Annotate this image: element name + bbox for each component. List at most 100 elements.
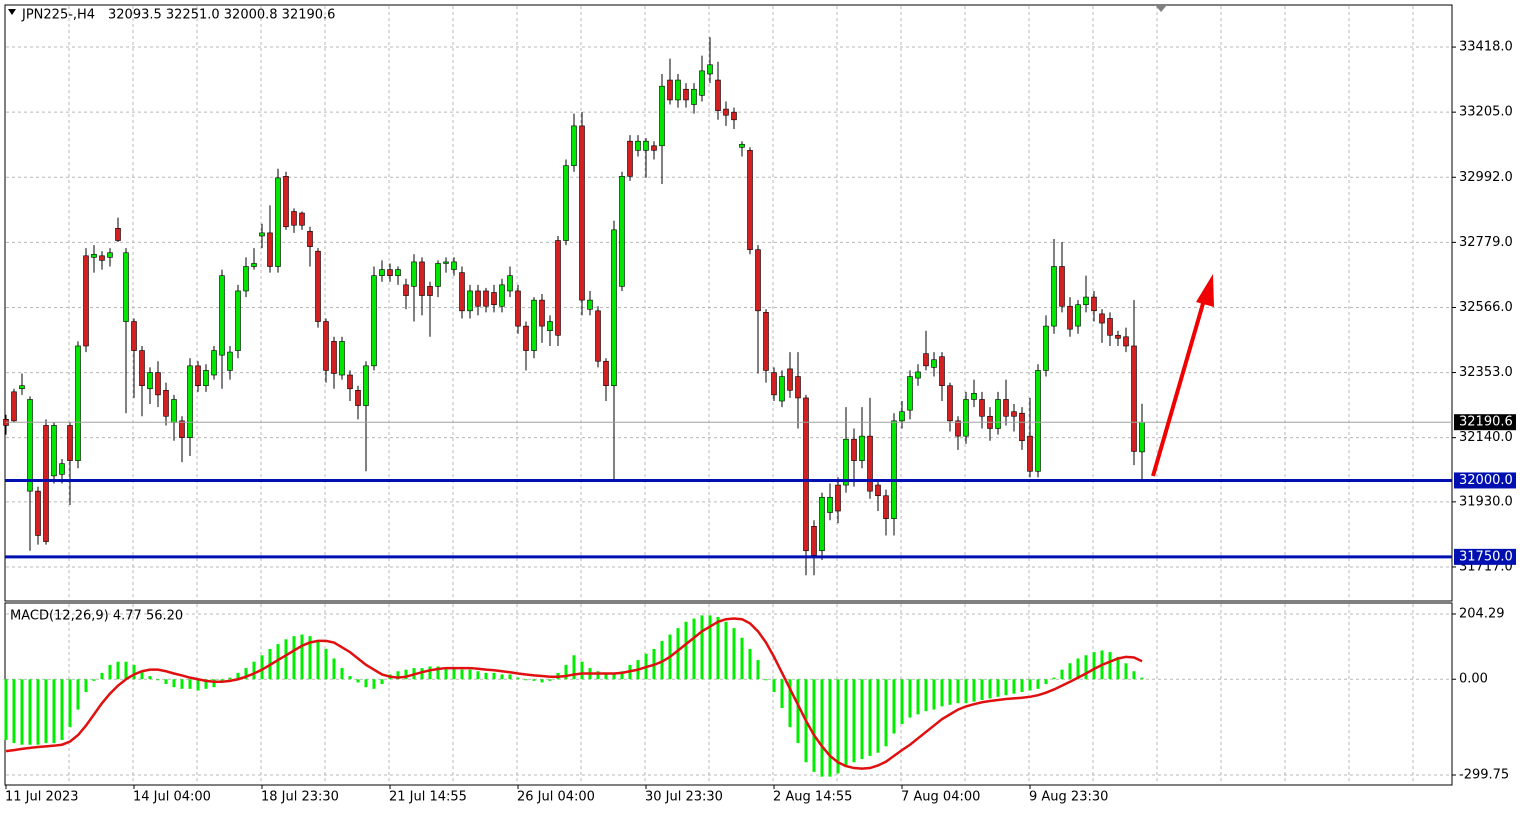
candle-body xyxy=(691,88,697,105)
candle-body xyxy=(315,250,321,322)
macd-bar xyxy=(12,679,16,744)
macd-bar xyxy=(92,679,96,681)
macd-bar xyxy=(164,679,168,685)
candle-body xyxy=(163,389,169,417)
candle-body xyxy=(603,360,609,387)
candle-body xyxy=(131,321,137,351)
macd-bar xyxy=(196,679,200,691)
macd-bar xyxy=(68,679,72,728)
candle-body xyxy=(67,425,73,461)
macd-bar xyxy=(604,674,608,680)
macd-bar xyxy=(340,668,344,680)
macd-bar xyxy=(908,679,912,718)
candle-body xyxy=(755,249,761,312)
macd-bar xyxy=(428,666,432,680)
candle-body xyxy=(555,240,561,336)
candle-body xyxy=(467,290,473,312)
macd-bar xyxy=(1020,679,1024,693)
candle-body xyxy=(299,212,305,226)
macd-bar xyxy=(100,672,104,680)
candle-body xyxy=(259,232,265,237)
candle-body xyxy=(875,484,881,497)
macd-bar xyxy=(1060,669,1064,680)
candle-body xyxy=(1083,296,1089,306)
macd-bar xyxy=(204,679,208,689)
macd-bar xyxy=(1004,679,1008,696)
macd-bar xyxy=(972,679,976,702)
candle-body xyxy=(19,385,25,390)
candle-body xyxy=(795,376,801,399)
candle-body xyxy=(499,284,505,307)
candle-body xyxy=(763,312,769,371)
price-pane xyxy=(4,4,1453,602)
candle-body xyxy=(1051,266,1057,327)
macd-bar xyxy=(916,679,920,715)
candle-body xyxy=(331,341,337,374)
candle-body xyxy=(123,252,129,322)
macd-bar xyxy=(1052,677,1056,680)
macd-bar xyxy=(748,648,752,680)
macd-bar xyxy=(468,669,472,680)
candle-body xyxy=(643,140,649,151)
candle-body xyxy=(227,351,233,371)
candle-body xyxy=(1075,304,1081,327)
candle-body xyxy=(1115,334,1121,339)
macd-bar xyxy=(724,621,728,680)
macd-bar xyxy=(1028,679,1032,691)
candle-body xyxy=(347,374,353,390)
macd-bar xyxy=(1092,652,1096,680)
macd-title: MACD(12,26,9) 4.77 56.20 xyxy=(10,609,183,624)
macd-bar xyxy=(372,679,376,689)
macd-bar xyxy=(620,671,624,680)
macd-bar xyxy=(452,668,456,680)
macd-bar xyxy=(508,674,512,680)
level-box xyxy=(1454,472,1516,489)
macd-bar xyxy=(676,628,680,680)
candle-body xyxy=(659,85,665,147)
macd-bar xyxy=(852,679,856,763)
candle-body xyxy=(75,345,81,461)
candle-body xyxy=(571,125,577,166)
macd-bar xyxy=(876,679,880,753)
macd-bar xyxy=(252,661,256,680)
candle-body xyxy=(803,397,809,552)
last-price-label: 32190.6 xyxy=(1459,415,1513,430)
candle-body xyxy=(419,261,425,296)
x-tick-label: 26 Jul 04:00 xyxy=(517,790,595,805)
candle-body xyxy=(171,399,177,423)
candle-body xyxy=(11,391,17,422)
annotation-arrowhead xyxy=(1196,274,1214,307)
symbol-label: JPN225-,H4 xyxy=(21,8,95,23)
y-tick-label: 0.00 xyxy=(1459,672,1488,687)
candle-body xyxy=(443,261,449,264)
candle-body xyxy=(1035,370,1041,472)
macd-bar xyxy=(684,621,688,680)
candle-body xyxy=(323,321,329,371)
macd-bar xyxy=(324,648,328,680)
candle-body xyxy=(715,79,721,111)
candle-body xyxy=(675,79,681,101)
candle-body xyxy=(99,255,105,261)
macd-bar xyxy=(988,679,992,699)
candle-body xyxy=(955,420,961,437)
macd-bar xyxy=(116,661,120,680)
y-tick-label: 32992.0 xyxy=(1459,170,1513,185)
candle-body xyxy=(699,70,705,96)
macd-bar xyxy=(284,639,288,680)
candle-body xyxy=(907,376,913,411)
candle-body xyxy=(739,143,745,148)
candle-body xyxy=(915,371,921,379)
macd-bar xyxy=(228,677,232,680)
candle-body xyxy=(627,140,633,177)
ohlc-label: 32093.5 32251.0 32000.8 32190.6 xyxy=(108,8,335,23)
candle-body xyxy=(531,299,537,351)
menu-triangle[interactable] xyxy=(8,9,16,15)
x-tick-label: 30 Jul 23:30 xyxy=(645,790,723,805)
candle-body xyxy=(939,356,945,387)
macd-bar xyxy=(20,679,24,745)
candle-body xyxy=(115,228,121,241)
macd-bar xyxy=(740,637,744,680)
macd-bar xyxy=(124,661,128,680)
